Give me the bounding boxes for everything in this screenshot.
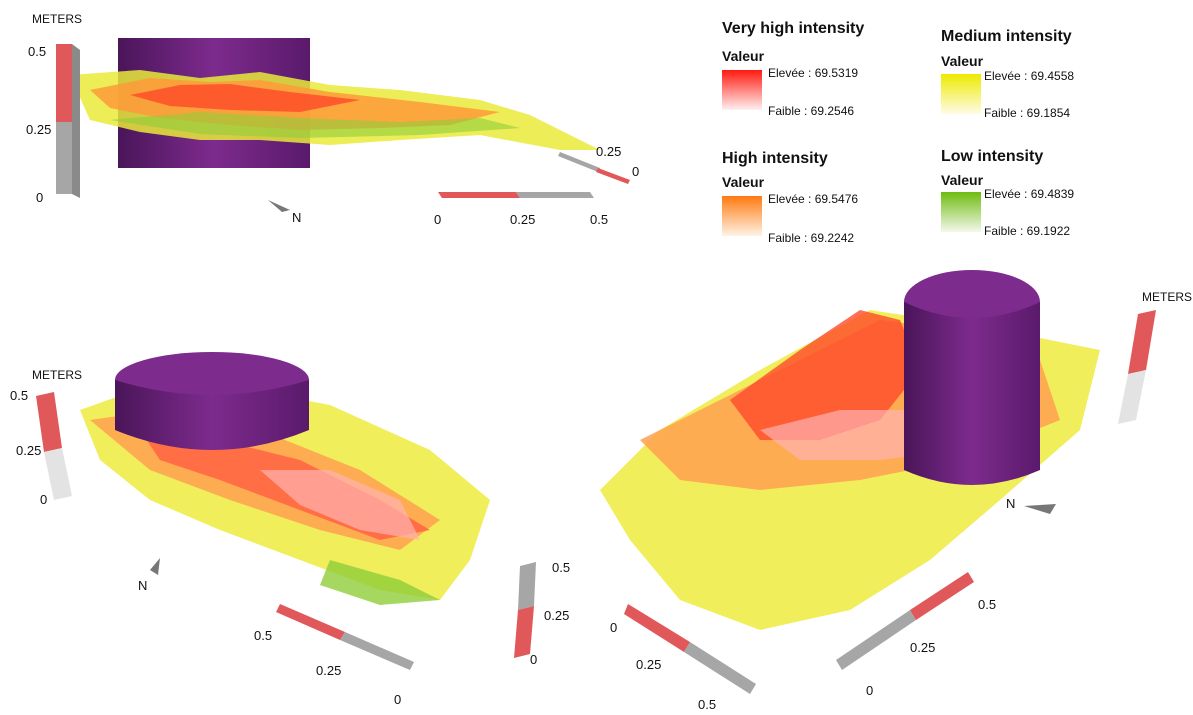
surface-green [110, 112, 520, 138]
legend-subtitle: Valeur [722, 48, 765, 64]
north-arrow-icon [150, 558, 160, 575]
legend-swatch [941, 74, 981, 114]
legend-subtitle: Valeur [941, 53, 984, 69]
tick-label: 0.5 [10, 388, 29, 403]
legend-high: Elevée : 69.4558 [984, 69, 1075, 83]
tick-label: 0.5 [254, 628, 273, 643]
legend-swatch [941, 192, 981, 232]
tick-label: 0.5 [590, 212, 609, 227]
tick-label: 0.25 [510, 212, 536, 227]
tick-label: 0 [40, 492, 48, 507]
legend-swatch [722, 196, 762, 236]
legend-low: Faible : 69.1854 [984, 106, 1071, 120]
meters-label: METERS [32, 12, 83, 26]
legend-high: Elevée : 69.5319 [768, 66, 859, 80]
surface-red [730, 310, 920, 440]
tick-label: 0.25 [16, 443, 42, 458]
legend-high: Elevée : 69.5476 [768, 192, 859, 206]
tick-label: 0.25 [910, 640, 936, 655]
tick-label: 0 [394, 692, 402, 707]
north-label: N [138, 578, 148, 593]
legend-title: High intensity [722, 150, 828, 167]
north-arrow-icon [1024, 504, 1056, 514]
tick-label: 0.25 [596, 144, 622, 159]
bottom-left-view [36, 352, 536, 670]
north-label: N [1006, 496, 1016, 511]
tick-label: 0.5 [978, 597, 997, 612]
tick-label: 0 [610, 620, 618, 635]
legend-high: Elevée : 69.4839 [984, 187, 1075, 201]
cylinder [115, 380, 309, 450]
surface-red [130, 84, 360, 112]
north-arrow-icon [268, 200, 290, 212]
tick-label: 0.25 [316, 663, 342, 678]
legend-subtitle: Valeur [941, 172, 984, 188]
legend-title: Very high intensity [722, 20, 865, 37]
x-scale-grey [516, 192, 594, 198]
legend-title: Medium intensity [941, 28, 1072, 45]
tick-label: 0.25 [636, 657, 662, 672]
tick-label: 0 [530, 652, 538, 667]
cylinder [904, 302, 1040, 485]
tick-label: 0 [434, 212, 442, 227]
tick-label: 0 [632, 164, 640, 179]
x-scale-red [438, 192, 520, 198]
legend-subtitle: Valeur [722, 174, 765, 190]
legend-swatch [722, 70, 762, 110]
legend-low: Faible : 69.2546 [768, 104, 855, 118]
legend-title: Low intensity [941, 148, 1044, 165]
tick-label: 0.5 [28, 44, 47, 59]
tick-label: 0 [866, 683, 874, 698]
legend-low: Faible : 69.2242 [768, 231, 855, 245]
meters-label: METERS [1142, 290, 1193, 304]
tick-label: 0.25 [26, 122, 52, 137]
north-label: N [292, 210, 302, 225]
tick-label: 0.5 [552, 560, 571, 575]
tick-label: 0 [36, 190, 44, 205]
tick-label: 0.25 [544, 608, 570, 623]
bottom-right-view [600, 270, 1156, 694]
vertical-scale-grey [56, 122, 72, 194]
meters-label: METERS [32, 368, 83, 382]
vertical-scale-red [56, 44, 72, 122]
tick-label: 0.5 [698, 697, 717, 712]
top-view [56, 38, 630, 212]
legend-low: Faible : 69.1922 [984, 224, 1071, 238]
